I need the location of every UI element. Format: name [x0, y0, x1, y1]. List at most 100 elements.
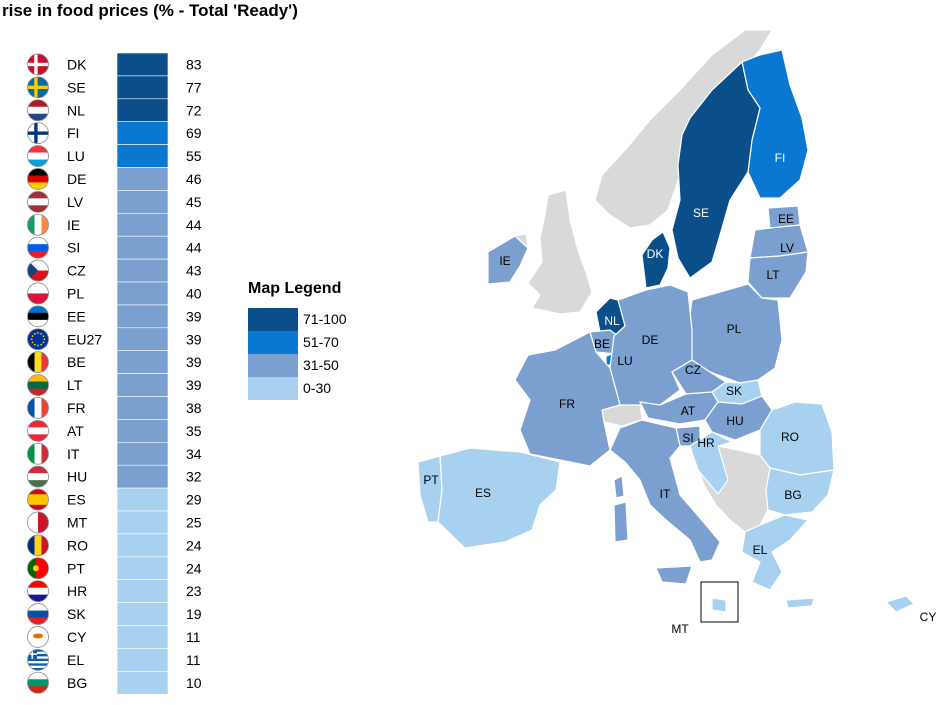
value-label: 77 — [186, 79, 202, 95]
country-label: SE — [67, 79, 86, 95]
bar-sk — [116, 602, 169, 626]
value-label: 11 — [186, 652, 201, 668]
flag-rim — [27, 488, 49, 511]
map-label-bg: BG — [784, 488, 801, 502]
flag-rim — [27, 557, 49, 580]
value-label: 25 — [186, 514, 202, 530]
flag-rim — [27, 648, 49, 671]
map-label-ee: EE — [778, 212, 794, 226]
map-label-at: AT — [681, 404, 696, 418]
legend-swatch — [248, 354, 298, 377]
region-se — [671, 60, 761, 279]
country-label: EE — [67, 308, 86, 324]
flag-lt-icon — [27, 374, 49, 396]
flag-el-icon — [27, 649, 49, 671]
legend-row-31-50: 31-50 — [248, 354, 341, 377]
value-label: 72 — [186, 102, 202, 118]
map-label-mt: MT — [671, 622, 689, 636]
map-label-pt: PT — [423, 473, 439, 487]
bar-bg — [116, 670, 169, 695]
flag-be-icon — [27, 351, 49, 373]
map-label-es: ES — [475, 486, 491, 500]
value-label: 45 — [186, 194, 202, 210]
region-lt — [747, 251, 809, 299]
region-cy — [884, 595, 916, 613]
region-bg — [765, 467, 835, 516]
bar-be — [116, 350, 169, 374]
flag-dk-icon — [27, 53, 49, 75]
bar-fi — [116, 121, 169, 145]
flag-rim — [27, 122, 49, 145]
value-label: 69 — [186, 125, 202, 141]
bar-ro — [116, 533, 169, 558]
flag-ie-icon — [27, 214, 49, 236]
country-label: RO — [67, 537, 88, 553]
country-label: DK — [67, 56, 87, 72]
region-ie — [487, 235, 529, 285]
country-label: NL — [67, 102, 85, 118]
bar-ee — [116, 304, 169, 329]
value-label: 43 — [186, 263, 202, 279]
map-label-de: DE — [642, 333, 659, 347]
legend-label: 51-70 — [303, 334, 339, 350]
country-label: SK — [67, 606, 86, 622]
bar-se — [116, 75, 169, 100]
region-el — [741, 514, 810, 591]
bar-si — [116, 235, 169, 260]
bar-ie — [116, 213, 169, 237]
flag-pt-icon — [27, 557, 49, 579]
flag-rim — [27, 259, 49, 282]
bar-pl — [116, 281, 169, 306]
bar-el — [116, 648, 169, 672]
country-label: LU — [67, 148, 85, 164]
map-label-cz: CZ — [685, 363, 701, 377]
flag-rim — [27, 511, 49, 534]
map-label-dk: DK — [647, 247, 664, 261]
flag-fr-icon — [27, 397, 49, 419]
map-label-se: SE — [693, 206, 709, 220]
region-pt — [417, 455, 443, 523]
bar-eu27 — [116, 327, 169, 351]
flag-rim — [27, 351, 49, 374]
bar-lu — [116, 144, 169, 168]
value-label: 32 — [186, 469, 202, 485]
bar-it — [116, 441, 169, 466]
flag-rim — [27, 236, 49, 259]
region-es — [437, 447, 561, 549]
map-label-pl: PL — [727, 322, 742, 336]
legend-swatch — [248, 308, 298, 331]
map-label-fr: FR — [559, 397, 575, 411]
flag-nl-icon — [27, 99, 49, 121]
flag-si-icon — [27, 237, 49, 259]
country-label: HU — [67, 469, 87, 485]
country-label: FR — [67, 400, 86, 416]
country-label: EU27 — [67, 331, 102, 347]
value-label: 39 — [186, 308, 202, 324]
region-sicily — [655, 565, 693, 585]
flag-at-icon — [27, 420, 49, 442]
flag-rim — [27, 99, 49, 122]
flag-rim — [27, 168, 49, 190]
flag-rim — [27, 328, 49, 351]
flag-rim — [27, 213, 49, 236]
flag-bg-icon — [27, 672, 49, 694]
legend-label: 0-30 — [303, 380, 332, 396]
flag-es-icon — [27, 489, 49, 511]
country-label: CZ — [67, 263, 86, 279]
flag-rim — [27, 419, 49, 442]
value-label: 19 — [186, 606, 202, 622]
flag-cz-icon — [27, 260, 49, 282]
flag-sk-icon — [27, 603, 49, 625]
value-label: 44 — [186, 217, 202, 233]
map-label-sk: SK — [726, 384, 742, 398]
country-label: ES — [67, 492, 86, 508]
map-label-lu: LU — [617, 354, 632, 368]
flag-lv-icon — [27, 191, 49, 213]
legend-swatch — [248, 377, 298, 400]
region-corsica — [613, 475, 625, 499]
value-label: 39 — [186, 377, 202, 393]
region-it — [609, 419, 721, 563]
legend-label: 31-50 — [303, 357, 339, 373]
country-label: PT — [67, 560, 85, 576]
value-label: 40 — [186, 285, 202, 301]
